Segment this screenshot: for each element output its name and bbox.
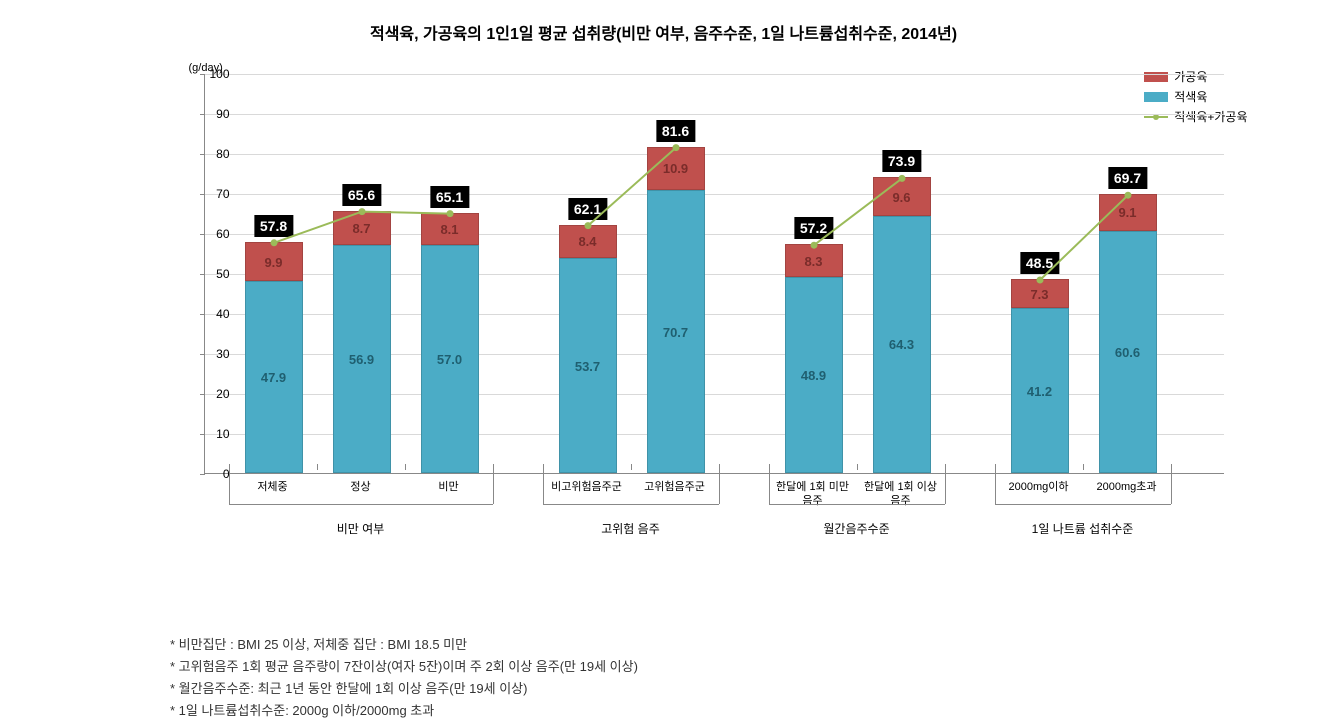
x-group-label: 비만 여부 <box>337 520 385 537</box>
y-tick-label: 80 <box>200 147 230 161</box>
y-tick-label: 0 <box>200 467 230 481</box>
total-badge: 62.1 <box>568 198 607 220</box>
chart-container: (g/day) 가공육 적색육 적색육+가공육 47.99.957.856.98… <box>74 64 1254 604</box>
plot-area: 47.9 9.9 57.8 56.9 8.7 65.6 57.0 8.1 65.1 53.7 8.4… <box>204 74 1224 474</box>
total-badge: 65.1 <box>430 186 469 208</box>
total-badge: 65.6 <box>342 184 381 206</box>
bar-value-processed: 8.4 <box>559 234 617 249</box>
y-tick-label: 50 <box>200 267 230 281</box>
chart-title: 적색육, 가공육의 1인1일 평균 섭취량(비만 여부, 음주수준, 1일 나트… <box>40 20 1287 44</box>
x-category-label: 비만 <box>438 480 458 494</box>
footnote-1: * 비만집단 : BMI 25 이상, 저체중 집단 : BMI 18.5 미만 <box>170 634 1287 656</box>
grid-line <box>205 154 1224 155</box>
x-category-label: 비고위험음주군 <box>551 480 622 494</box>
grid-line <box>205 74 1224 75</box>
grid-line <box>205 114 1224 115</box>
x-group-label: 월간음주수준 <box>823 520 889 537</box>
x-category-label: 고위험음주군 <box>644 480 705 494</box>
total-badge: 48.5 <box>1020 252 1059 274</box>
y-tick-label: 60 <box>200 227 230 241</box>
y-tick-label: 40 <box>200 307 230 321</box>
footnotes: * 비만집단 : BMI 25 이상, 저체중 집단 : BMI 18.5 미만… <box>170 634 1287 722</box>
total-badge: 73.9 <box>882 150 921 172</box>
bar-value-red-meat: 53.7 <box>559 359 617 374</box>
y-tick-label: 30 <box>200 347 230 361</box>
x-category-label: 2000mg초과 <box>1097 480 1157 494</box>
y-tick-label: 20 <box>200 387 230 401</box>
bar-value-processed: 9.1 <box>1099 205 1157 220</box>
bar-value-processed: 7.3 <box>1011 287 1069 302</box>
x-group-label: 고위험 음주 <box>601 520 660 537</box>
bar-value-processed: 9.9 <box>245 255 303 270</box>
total-badge: 69.7 <box>1108 167 1147 189</box>
bar-value-processed: 8.1 <box>421 222 479 237</box>
bar-value-red-meat: 57.0 <box>421 352 479 367</box>
bar-value-processed: 9.6 <box>873 190 931 205</box>
x-group-label: 1일 나트륨 섭취수준 <box>1032 520 1134 537</box>
bar-value-processed: 10.9 <box>647 161 705 176</box>
x-category-label: 정상 <box>350 480 370 494</box>
footnote-3: * 월간음주수준: 최근 1년 동안 한달에 1회 이상 음주(만 19세 이상… <box>170 678 1287 700</box>
y-tick-label: 70 <box>200 187 230 201</box>
footnote-4: * 1일 나트륨섭취수준: 2000g 이하/2000mg 초과 <box>170 700 1287 722</box>
bar-value-red-meat: 70.7 <box>647 325 705 340</box>
total-badge: 57.2 <box>794 217 833 239</box>
bar-value-processed: 8.7 <box>333 221 391 236</box>
bar-value-processed: 8.3 <box>785 254 843 269</box>
y-tick-label: 100 <box>200 67 230 81</box>
bar-value-red-meat: 56.9 <box>333 352 391 367</box>
total-badge: 81.6 <box>656 120 695 142</box>
y-tick-label: 90 <box>200 107 230 121</box>
total-badge: 57.8 <box>254 215 293 237</box>
x-category-label: 저체중 <box>257 480 287 494</box>
y-tick-label: 10 <box>200 427 230 441</box>
bar-value-red-meat: 47.9 <box>245 370 303 385</box>
bar-value-red-meat: 60.6 <box>1099 345 1157 360</box>
bar-value-red-meat: 41.2 <box>1011 384 1069 399</box>
bar-value-red-meat: 64.3 <box>873 337 931 352</box>
footnote-2: * 고위험음주 1회 평균 음주량이 7잔이상(여자 5잔)이며 주 2회 이상… <box>170 656 1287 678</box>
x-category-label: 2000mg이하 <box>1009 480 1069 494</box>
bar-value-red-meat: 48.9 <box>785 368 843 383</box>
